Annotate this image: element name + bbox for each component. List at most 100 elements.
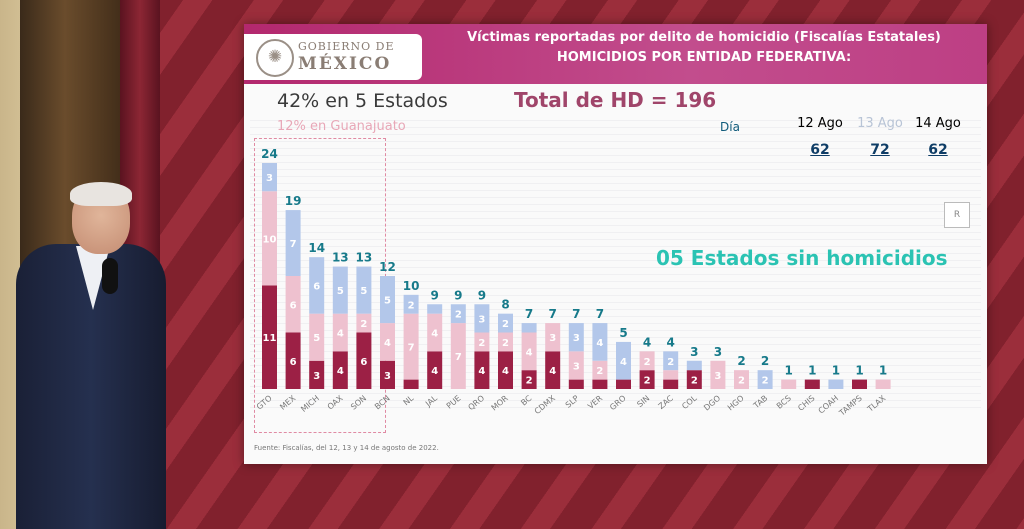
segment-label-oax-2: 5	[337, 286, 344, 297]
category-label-tab: TAB	[751, 394, 769, 411]
bar-segment-tamps-0	[852, 379, 867, 389]
segment-label-son-0: 6	[360, 357, 367, 368]
bar-segment-slp-2	[568, 323, 584, 352]
segment-label-bc-0: 2	[526, 376, 533, 387]
day-date-12: 12 Ago	[797, 116, 843, 131]
bar-segment-oax-2	[332, 266, 348, 314]
bar-segment-bc-0	[521, 370, 537, 389]
category-label-slp: SLP	[564, 394, 581, 410]
bar-segment-slp-1	[568, 351, 584, 380]
bar-segment-gro-2	[616, 341, 631, 380]
bar-segment-son-0	[356, 332, 372, 389]
bar-segment-sin-0	[639, 370, 655, 389]
bar-segment-zac-2	[663, 351, 679, 371]
category-label-ver: VER	[586, 393, 604, 411]
segment-label-pue-2: 2	[455, 310, 462, 321]
total-label-nl: 10	[403, 279, 420, 293]
total-label-cdmx: 7	[549, 307, 557, 321]
segment-label-gto-1: 10	[263, 234, 277, 245]
category-label-bc: BC	[519, 393, 533, 407]
category-label-gro: GRO	[608, 394, 628, 413]
source-note: Fuente: Fiscalías, del 12, 13 y 14 de ag…	[254, 444, 439, 452]
segment-label-son-1: 2	[360, 319, 367, 330]
total-label-gto: 24	[261, 147, 278, 161]
segment-label-qro-2: 3	[478, 314, 485, 325]
bar-segment-bc-2	[521, 323, 537, 333]
total-label-tamps: 1	[855, 364, 863, 378]
states-without-homicides: 05 Estados sin homicidios	[656, 246, 948, 270]
bar-segment-qro-2	[474, 304, 490, 333]
segment-label-slp-1: 3	[573, 361, 580, 372]
bar-segment-bcs-1	[781, 379, 797, 389]
bar-segment-nl-2	[403, 294, 419, 314]
category-label-mich: MICH	[299, 394, 321, 414]
day-label: Día	[720, 120, 740, 134]
bar-segment-tab-2	[757, 370, 773, 389]
segment-label-bcn-0: 3	[384, 371, 391, 382]
total-label-pue: 9	[454, 288, 462, 302]
segment-label-oax-0: 4	[337, 366, 344, 377]
total-label-chis: 1	[808, 364, 816, 378]
bar-segment-gto-2	[262, 163, 277, 192]
segment-label-jal-0: 4	[431, 366, 438, 377]
category-label-cdmx: CDMX	[533, 393, 558, 416]
category-label-sin: SIN	[635, 394, 651, 410]
category-label-bcs: BCS	[775, 394, 793, 411]
bar-segment-chis-0	[804, 379, 820, 389]
bar-segment-mich-0	[309, 360, 325, 389]
category-label-oax: OAX	[326, 393, 345, 411]
stat-guanajuato: 12% en Guanajuato	[277, 119, 406, 134]
category-label-col: COL	[680, 393, 699, 411]
segment-label-mex-2: 7	[290, 239, 297, 250]
bar-segment-bcn-1	[380, 323, 395, 361]
bar-segment-mor-2	[498, 313, 513, 333]
segment-label-zac-2: 2	[667, 357, 674, 368]
category-label-tamps: TAMPS	[837, 394, 864, 419]
government-logo: ✺ GOBIERNO DE MÉXICO	[244, 34, 422, 80]
total-label-tab: 2	[761, 354, 769, 368]
category-label-tlax: TLAX	[865, 393, 888, 414]
bar-segment-mex-1	[285, 276, 301, 333]
segment-label-ver-1: 2	[596, 366, 603, 377]
bar-segment-pue-2	[450, 304, 466, 324]
total-label-jal: 9	[431, 288, 439, 302]
total-label-hgo: 2	[737, 354, 745, 368]
day-value-12: 62	[810, 142, 830, 158]
category-label-coah: COAH	[817, 394, 841, 416]
bar-segment-nl-0	[403, 379, 419, 389]
presentation-screen: ✺ GOBIERNO DE MÉXICO Víctimas reportadas…	[244, 24, 987, 464]
bar-segment-mor-0	[498, 351, 513, 389]
segment-label-nl-2: 2	[408, 300, 415, 311]
segment-label-cdmx-1: 3	[549, 333, 556, 344]
total-label-coah: 1	[832, 364, 840, 378]
refresh-button[interactable]: R	[944, 202, 970, 228]
total-label-mex: 19	[285, 194, 302, 208]
bar-segment-gto-1	[262, 191, 277, 286]
bar-segment-cdmx-1	[545, 323, 561, 352]
segment-label-mex-1: 6	[290, 300, 297, 311]
bar-segment-hgo-1	[734, 370, 749, 389]
bar-segment-bcn-0	[380, 360, 395, 389]
logo-line1: GOBIERNO DE	[298, 40, 395, 53]
bar-segment-tlax-1	[875, 379, 891, 389]
segment-label-cdmx-0: 4	[549, 366, 556, 377]
bar-segment-gro-0	[616, 379, 631, 389]
category-label-zac: ZAC	[657, 393, 676, 411]
stat-five-states: 42% en 5 Estados	[277, 90, 448, 112]
total-label-ver: 7	[596, 307, 604, 321]
segment-label-oax-1: 4	[337, 329, 344, 340]
segment-label-qro-0: 4	[478, 366, 485, 377]
seal-icon: ✺	[256, 39, 294, 77]
bar-segment-ver-0	[592, 379, 608, 389]
bar-segment-qro-0	[474, 351, 490, 389]
total-label-tlax: 1	[879, 364, 887, 378]
category-label-bcn: BCN	[373, 394, 392, 412]
day-value-13: 72	[870, 142, 890, 158]
total-label-dgo: 3	[714, 345, 722, 359]
segment-label-jal-1: 4	[431, 329, 438, 340]
bar-segment-col-2	[686, 360, 702, 371]
total-label-bcs: 1	[785, 364, 793, 378]
total-label-bcn: 12	[379, 260, 396, 274]
segment-label-mor-2: 2	[502, 319, 509, 330]
homicides-bar-chart: 1110324GTO66719MEX35614MICH44513OAX62513…	[255, 147, 891, 419]
